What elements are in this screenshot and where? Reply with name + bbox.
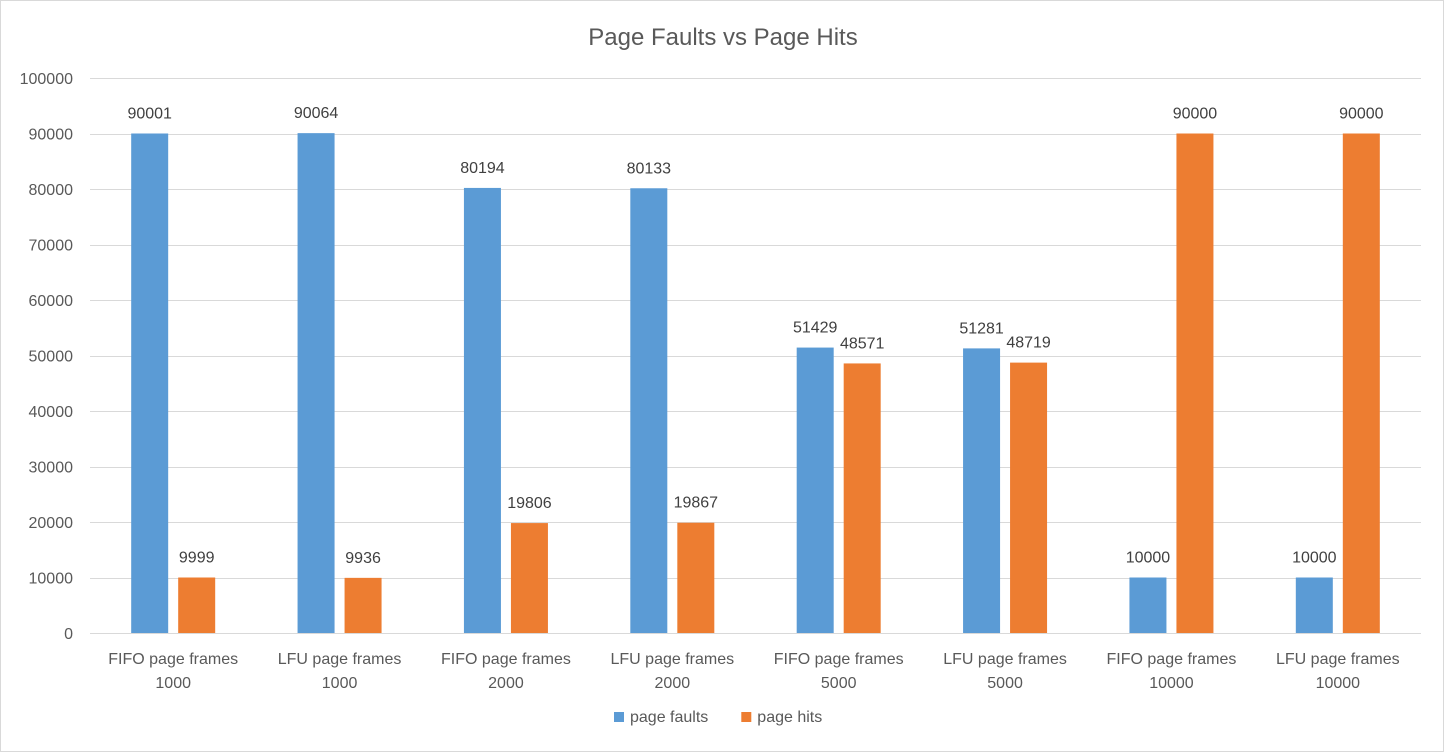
y-tick-label: 50000 (29, 349, 74, 366)
x-category-label: LFU page frames (611, 651, 735, 668)
x-category-label: LFU page frames (1276, 651, 1400, 668)
x-category-label: 10000 (1316, 675, 1361, 692)
bar-page-hits (843, 363, 881, 633)
data-label: 48719 (1006, 335, 1051, 352)
x-category-label: 2000 (488, 675, 524, 692)
y-tick-label: 30000 (29, 460, 74, 477)
y-tick-label: 20000 (29, 515, 74, 532)
bar-page-hits (344, 577, 382, 633)
legend: page faults page hits (614, 709, 822, 726)
data-label: 9999 (179, 550, 215, 567)
data-label: 90000 (1173, 106, 1218, 123)
chart-title: Page Faults vs Page Hits (588, 24, 857, 51)
x-category-label: 2000 (655, 675, 691, 692)
legend-swatch (741, 712, 752, 722)
data-label: 90064 (294, 105, 339, 122)
bar-page-faults (1129, 577, 1167, 633)
data-label: 90000 (1339, 106, 1384, 123)
y-axis-tick-labels: 0 10000 20000 30000 40000 50000 60000 70000 8000… (20, 71, 73, 643)
bar-page-hits (1010, 362, 1048, 633)
x-category-label: 5000 (821, 675, 857, 692)
gridlines (90, 78, 1421, 634)
data-label: 48571 (840, 335, 885, 352)
x-category-label: LFU page frames (943, 651, 1067, 668)
x-category-label: 1000 (322, 675, 358, 692)
y-tick-label: 90000 (29, 127, 74, 144)
y-tick-label: 60000 (29, 293, 74, 310)
data-label: 90001 (127, 105, 172, 122)
y-tick-label: 40000 (29, 404, 74, 421)
x-category-label: FIFO page frames (441, 651, 571, 668)
data-label: 9936 (345, 550, 381, 567)
bar-page-faults (463, 187, 501, 634)
bar-page-faults (796, 347, 834, 633)
bar-page-hits (1342, 133, 1380, 633)
data-label: 19867 (674, 495, 719, 512)
bar-page-faults (131, 133, 169, 633)
y-tick-label: 100000 (20, 71, 73, 88)
x-category-label: 1000 (155, 675, 191, 692)
bar-page-faults (630, 188, 668, 634)
data-label: 51429 (793, 320, 838, 337)
x-category-label: 10000 (1149, 675, 1194, 692)
legend-label: page hits (757, 709, 822, 726)
data-label: 80133 (627, 160, 672, 177)
data-label: 51281 (959, 320, 1004, 337)
x-category-label: FIFO page frames (774, 651, 904, 668)
y-tick-label: 0 (64, 626, 73, 643)
bars (131, 133, 1380, 634)
legend-label: page faults (630, 709, 708, 726)
bar-page-hits (178, 577, 216, 633)
y-tick-label: 10000 (29, 571, 74, 588)
x-category-label: FIFO page frames (108, 651, 238, 668)
x-axis-category-labels: FIFO page frames 1000 LFU page frames 1000 F… (108, 651, 1399, 692)
bar-page-hits (1176, 133, 1214, 633)
bar-page-faults (297, 133, 335, 633)
x-category-label: LFU page frames (278, 651, 402, 668)
data-label: 10000 (1126, 550, 1171, 567)
y-tick-label: 80000 (29, 182, 74, 199)
data-label: 19806 (507, 495, 552, 512)
bar-page-faults (963, 348, 1001, 633)
data-label: 10000 (1292, 550, 1337, 567)
bar-page-faults (1295, 577, 1333, 633)
bar-page-hits (677, 522, 715, 633)
bar-page-hits (510, 523, 548, 633)
x-category-label: 5000 (987, 675, 1023, 692)
y-tick-label: 70000 (29, 238, 74, 255)
x-category-label: FIFO page frames (1107, 651, 1237, 668)
data-label: 80194 (460, 160, 505, 177)
data-labels: 90001 9999 90064 9936 80194 19806 80133 19867 51… (127, 105, 1383, 567)
legend-swatch (614, 712, 624, 722)
